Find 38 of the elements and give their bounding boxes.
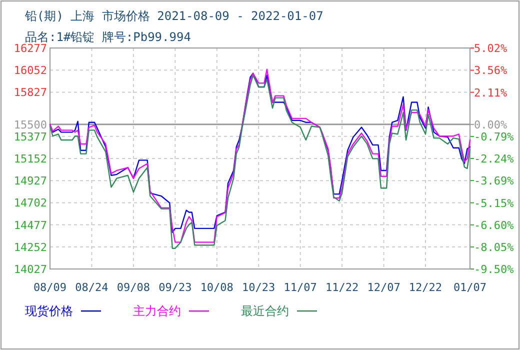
legend-label: 最近合约 — [241, 304, 289, 318]
y-tick-label: 14252 — [14, 240, 47, 254]
y2-tick-label: -8.05% — [474, 240, 514, 254]
y-tick-label: 15377 — [14, 130, 47, 144]
x-tick-label: 09/23 — [158, 281, 192, 294]
y-tick-label: 16277 — [14, 42, 47, 55]
x-tick-label: 12/07 — [367, 281, 400, 294]
y-tick-label: 14027 — [14, 263, 47, 276]
y-tick-label: 15827 — [14, 86, 47, 100]
x-tick-label: 12/22 — [408, 281, 442, 294]
chart-title: 铅(期) 上海 市场价格 2021-08-09 - 2022-01-07 — [24, 9, 324, 23]
y-tick-label: 14702 — [14, 196, 47, 210]
y2-tick-label: 3.56% — [474, 64, 508, 78]
legend-label: 现货价格 — [25, 304, 73, 318]
x-tick-label: 10/08 — [200, 281, 234, 294]
y-tick-label: 15152 — [14, 152, 47, 166]
x-tick-label: 01/07 — [453, 281, 487, 294]
y-tick-label: 16052 — [14, 64, 47, 78]
y2-tick-label: 0.00% — [474, 118, 508, 132]
y2-tick-label: 5.02% — [474, 42, 508, 55]
y2-tick-label: -5.15% — [474, 196, 514, 210]
y2-tick-label: -2.24% — [474, 152, 514, 166]
chart-subtitle: 品名:1#铅锭 牌号:Pb99.994 — [25, 30, 191, 44]
y-tick-label: 14927 — [14, 174, 47, 188]
x-tick-label: 09/08 — [116, 281, 150, 294]
x-tick-label: 08/24 — [75, 281, 109, 294]
x-tick-label: 08/09 — [33, 281, 67, 294]
y2-tick-label: -6.60% — [474, 218, 514, 232]
y-tick-label: 14477 — [14, 218, 47, 232]
legend-label: 主力合约 — [133, 304, 181, 318]
y-tick-label: 15500 — [14, 118, 47, 132]
x-tick-label: 11/07 — [284, 281, 317, 294]
x-tick-label: 10/23 — [242, 281, 276, 294]
y2-tick-label: 2.11% — [474, 86, 508, 100]
y2-tick-label: -0.79% — [474, 130, 514, 144]
y2-tick-label: -3.69% — [474, 174, 514, 188]
x-tick-label: 11/22 — [325, 281, 359, 294]
y2-tick-label: -9.50% — [474, 263, 514, 276]
